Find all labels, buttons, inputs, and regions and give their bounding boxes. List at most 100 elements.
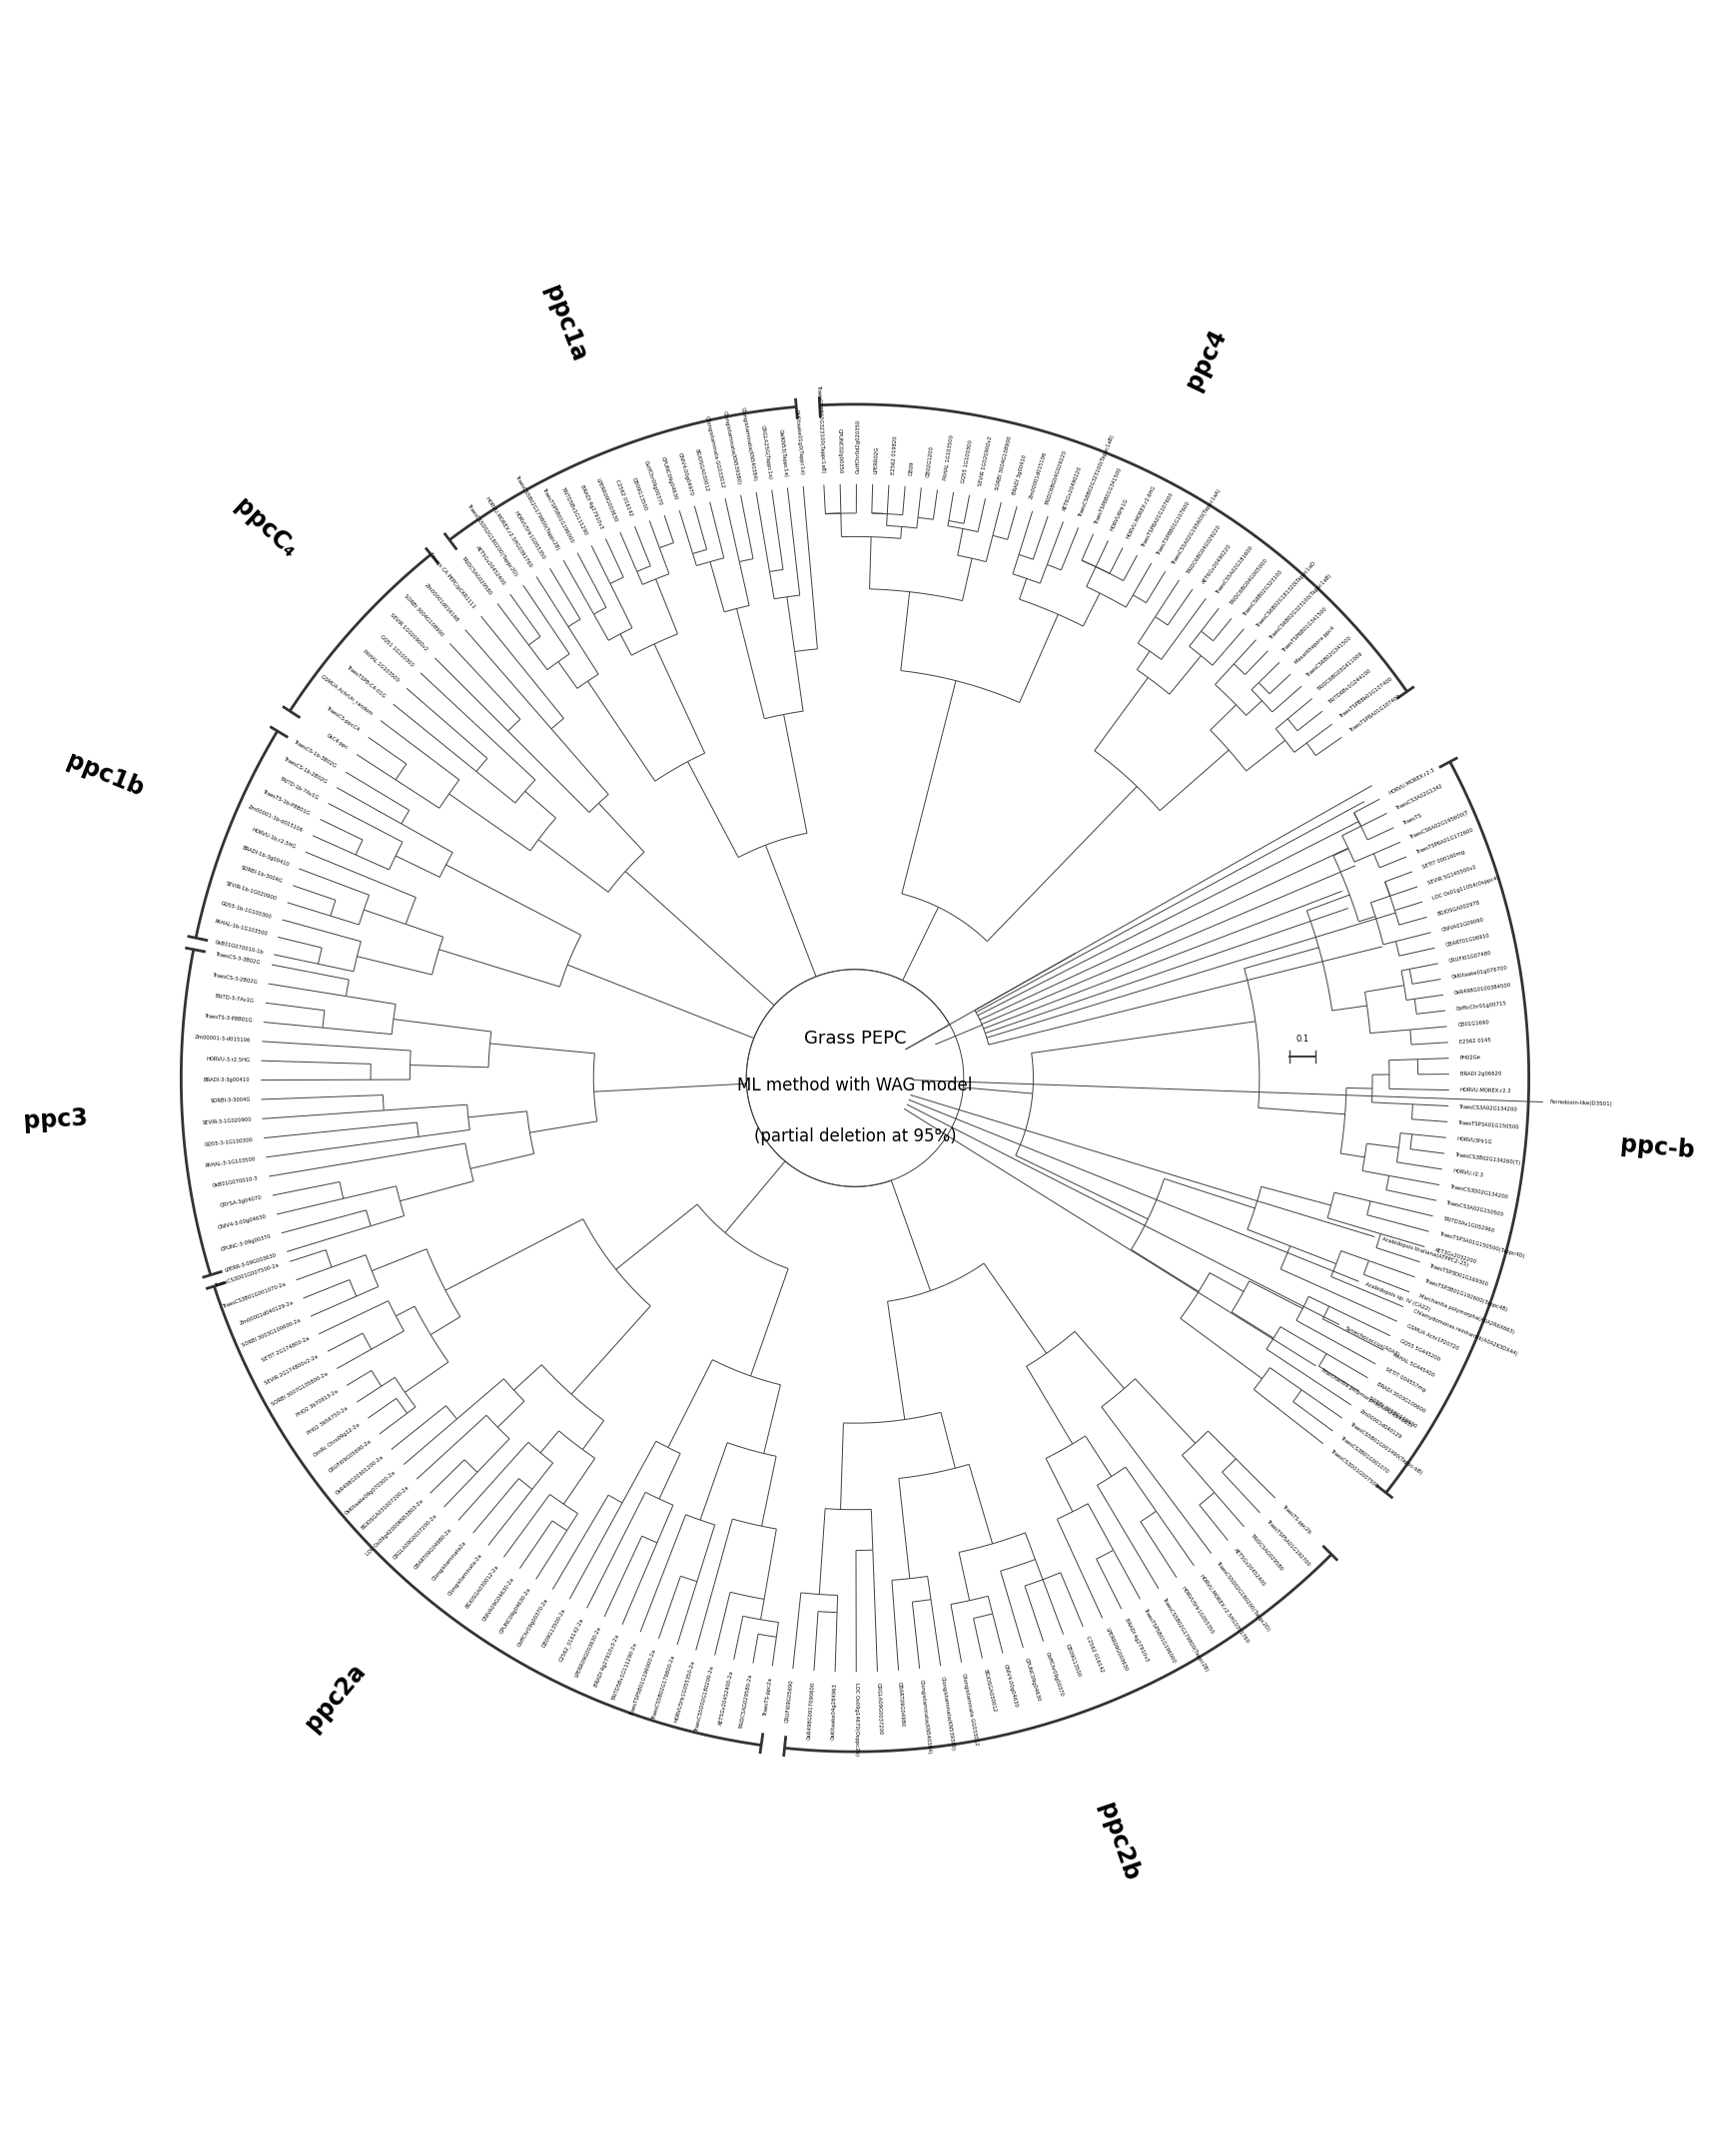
- Text: OoffChr09g00370: OoffChr09g00370: [1045, 1651, 1064, 1697]
- Text: BGIOSGA030012: BGIOSGA030012: [694, 448, 710, 492]
- Text: OPUNC02g00350: OPUNC02g00350: [838, 427, 843, 474]
- Text: TraesCS6A02G195600(T: TraesCS6A02G195600(T: [1409, 811, 1471, 841]
- Text: TraesCS3D01G007500: TraesCS3D01G007500: [1330, 1449, 1380, 1490]
- Text: Zm00001d040129: Zm00001d040129: [1359, 1408, 1402, 1440]
- Text: TRIDC5AG029580: TRIDC5AG029580: [1250, 1533, 1284, 1572]
- Text: TraesTSP5A01G192700: TraesTSP5A01G192700: [1265, 1520, 1312, 1567]
- Text: ppc1b: ppc1b: [63, 748, 147, 802]
- Text: OsKitaake01g076700: OsKitaake01g076700: [1452, 966, 1508, 979]
- Text: TraesCS3B01G001070-2a: TraesCS3B01G001070-2a: [222, 1281, 287, 1309]
- Text: OmRc Chro09g12-2a: OmRc Chro09g12-2a: [313, 1423, 361, 1457]
- Text: SORBI 3004G108900: SORBI 3004G108900: [995, 436, 1012, 492]
- Text: BGIOSGA030012-2a: BGIOSGA030012-2a: [465, 1565, 499, 1611]
- Text: SEVIR 5G145500v2: SEVIR 5G145500v2: [1426, 865, 1477, 886]
- Text: TraesTS: TraesTS: [1402, 813, 1423, 826]
- Text: TraesTSP3A01G150500(Tappc4D): TraesTSP3A01G150500(Tappc4D): [1438, 1231, 1525, 1259]
- Text: Olongistaminata GG033012: Olongistaminata GG033012: [705, 416, 725, 487]
- Text: PHO2 3b70913-2a: PHO2 3b70913-2a: [296, 1388, 339, 1419]
- Text: ORUFI01G07480: ORUFI01G07480: [1448, 951, 1491, 964]
- Text: BGIOSGA002978: BGIOSGA002978: [1436, 899, 1481, 916]
- Text: TraesTS-3-P8B01G: TraesTS-3-P8B01G: [203, 1013, 253, 1024]
- Text: TraesTSP6B01G341500: TraesTSP6B01G341500: [1094, 466, 1123, 524]
- Text: ORGLA09G0037200-2a: ORGLA09G0037200-2a: [393, 1514, 438, 1561]
- Text: LPERR09G003630-2a: LPERR09G003630-2a: [575, 1626, 602, 1677]
- Text: C2562 016142: C2562 016142: [614, 479, 633, 517]
- Text: PH02Ge: PH02Ge: [1460, 1054, 1481, 1061]
- Text: TraesCS-1b-2B02G: TraesCS-1b-2B02G: [284, 757, 328, 785]
- Text: TraesCS6B02G323100(Tappc1aB): TraesCS6B02G323100(Tappc1aB): [1269, 573, 1334, 640]
- Text: PAHAL-3-1G103500: PAHAL-3-1G103500: [205, 1156, 256, 1169]
- Text: ORGLA25G(Tappc1a): ORGLA25G(Tappc1a): [761, 425, 773, 479]
- Text: TraesCS3D01G007500-2a: TraesCS3D01G007500-2a: [214, 1263, 280, 1287]
- Text: AET3Gv2032200: AET3Gv2032200: [1435, 1248, 1477, 1266]
- Text: HORVU.MOREX.r2.3: HORVU.MOREX.r2.3: [1460, 1089, 1512, 1093]
- Text: TraesTSP3D01G169300: TraesTSP3D01G169300: [1430, 1263, 1489, 1287]
- Text: TraesTSP8A01G107400: TraesTSP8A01G107400: [1349, 694, 1402, 733]
- Text: Olongistaminata GG033012: Olongistaminata GG033012: [961, 1673, 978, 1746]
- Text: TRIDC5AG029580-2a: TRIDC5AG029580-2a: [739, 1673, 754, 1729]
- Text: C2562_016142-2a: C2562_016142-2a: [557, 1617, 585, 1662]
- Text: BRADI 4g27910v3: BRADI 4g27910v3: [580, 485, 604, 530]
- Text: TRITD-3-7Av1G: TRITD-3-7Av1G: [215, 994, 255, 1005]
- Text: TRIDC6BG04G005000: TRIDC6BG04G005000: [1229, 556, 1269, 606]
- Text: C2562 016142: C2562 016142: [1084, 1636, 1105, 1673]
- Text: (partial deletion at 95%): (partial deletion at 95%): [754, 1128, 956, 1145]
- Text: TraesCS8B02G323100(Tappc1aB): TraesCS8B02G323100(Tappc1aB): [816, 386, 826, 474]
- Text: TRIDC5AG029580: TRIDC5AG029580: [460, 556, 492, 597]
- Text: Zmays CA PEPC/pCKR1111: Zmays CA PEPC/pCKR1111: [428, 552, 475, 610]
- Text: Olongistaminata2a: Olongistaminata2a: [433, 1539, 469, 1583]
- Text: OsKitaake01g0(Tappc1a): OsKitaake01g0(Tappc1a): [793, 410, 805, 476]
- Text: OPUNC09g04630: OPUNC09g04630: [1024, 1658, 1041, 1703]
- Text: OsKitaake09g070300-2a: OsKitaake09g070300-2a: [344, 1470, 397, 1516]
- Text: SORBI 3003G100600: SORBI 3003G100600: [1368, 1395, 1418, 1429]
- Text: HORVU6Hr1G: HORVU6Hr1G: [1110, 498, 1130, 533]
- Text: Olongistaminata(KN539380): Olongistaminata(KN539380): [722, 410, 740, 485]
- Text: BGIOSGA031007200-2a: BGIOSGA031007200-2a: [361, 1485, 410, 1531]
- Text: TRITD6Bv1G244100: TRITD6Bv1G244100: [1329, 668, 1373, 705]
- Text: TraesTSP6B01G341500: TraesTSP6B01G341500: [1281, 606, 1329, 653]
- Text: OPUNC09g04630: OPUNC09g04630: [660, 457, 679, 500]
- Text: ONIVA09G04630-2a: ONIVA09G04630-2a: [482, 1576, 516, 1621]
- Text: HORVU5Hr1G055350: HORVU5Hr1G055350: [513, 511, 547, 561]
- Text: OPUNC09g04630-2a: OPUNC09g04630-2a: [499, 1587, 532, 1634]
- Text: OPUNC-3-09g00370: OPUNC-3-09g00370: [221, 1233, 272, 1253]
- Text: BRADI 4g27910v3: BRADI 4g27910v3: [1123, 1617, 1149, 1662]
- Text: ppc2b: ppc2b: [1094, 1800, 1142, 1884]
- Text: ppc4: ppc4: [1182, 326, 1231, 392]
- Text: SETIT 2G174800-2a: SETIT 2G174800-2a: [260, 1337, 310, 1363]
- Text: SORBI 3003G100600-2a: SORBI 3003G100600-2a: [241, 1317, 301, 1348]
- Text: OutfChr09g00370: OutfChr09g00370: [643, 459, 663, 507]
- Text: OsR498G0917090600: OsR498G0917090600: [807, 1682, 816, 1740]
- Text: TraesCS5B01G001490(Tappc-bB): TraesCS5B01G001490(Tappc-bB): [1349, 1423, 1424, 1477]
- Text: ppc3: ppc3: [22, 1106, 89, 1134]
- Text: DB09G13500: DB09G13500: [631, 476, 648, 511]
- Text: GQ55 1G100300: GQ55 1G100300: [961, 440, 973, 483]
- Text: HORVU.MOREX.r2.5HG0391760: HORVU.MOREX.r2.5HG0391760: [484, 496, 534, 569]
- Text: HORVU5Hr1G055350-2a: HORVU5Hr1G055350-2a: [674, 1660, 696, 1723]
- Text: TRITD3Av1G052960: TRITD3Av1G052960: [1443, 1216, 1496, 1233]
- Text: TraesCS-3-3B02G: TraesCS-3-3B02G: [215, 951, 262, 966]
- Text: TRITD5Bv1G111290: TRITD5Bv1G111290: [561, 487, 588, 537]
- Text: PH02 3b56750-2a: PH02 3b56750-2a: [306, 1406, 349, 1436]
- Text: SETIT 004557mg: SETIT 004557mg: [1383, 1367, 1426, 1393]
- Text: TraesTSP5B01G196000: TraesTSP5B01G196000: [1144, 1608, 1176, 1664]
- Text: AET5Gv20452400: AET5Gv20452400: [474, 545, 506, 586]
- Text: ONIVA01G09090: ONIVA01G09090: [1442, 916, 1484, 931]
- Text: ONIV4.00g04970: ONIV4.00g04970: [677, 451, 694, 496]
- Text: TraesCS5D02G180200-2a: TraesCS5D02G180200-2a: [694, 1664, 715, 1731]
- Text: LOC Os09g14670(Osppc2b): LOC Os09g14670(Osppc2b): [853, 1684, 858, 1755]
- Text: HORVU.MOREX.r2.5HG0391760: HORVU.MOREX.r2.5HG0391760: [1199, 1574, 1250, 1645]
- Text: ppc2a: ppc2a: [301, 1658, 371, 1736]
- Text: Zm00001-1b-d015106: Zm00001-1b-d015106: [246, 804, 304, 834]
- Text: ORYSA-3g04070: ORYSA-3g04070: [219, 1194, 262, 1210]
- Text: SEVIR-3-1G020900: SEVIR-3-1G020900: [202, 1117, 251, 1125]
- Text: GQ55 5G445200: GQ55 5G445200: [1399, 1339, 1442, 1363]
- Text: ppcC₄: ppcC₄: [229, 494, 301, 563]
- Text: TraesTSP3B01G192600(Tappc4B): TraesTSP3B01G192600(Tappc4B): [1424, 1279, 1508, 1313]
- Text: GQ55-3-1G100300: GQ55-3-1G100300: [203, 1136, 253, 1147]
- Text: SETIT 000160mg: SETIT 000160mg: [1421, 849, 1465, 871]
- Text: OofficChr01g00715: OofficChr01g00715: [1455, 1000, 1508, 1011]
- Text: TraesTSP5B01G196000: TraesTSP5B01G196000: [542, 487, 575, 543]
- Text: PAHAL 1G103500: PAHAL 1G103500: [942, 433, 954, 481]
- Text: HORVU5Hr1G055350: HORVU5Hr1G055350: [1180, 1585, 1214, 1634]
